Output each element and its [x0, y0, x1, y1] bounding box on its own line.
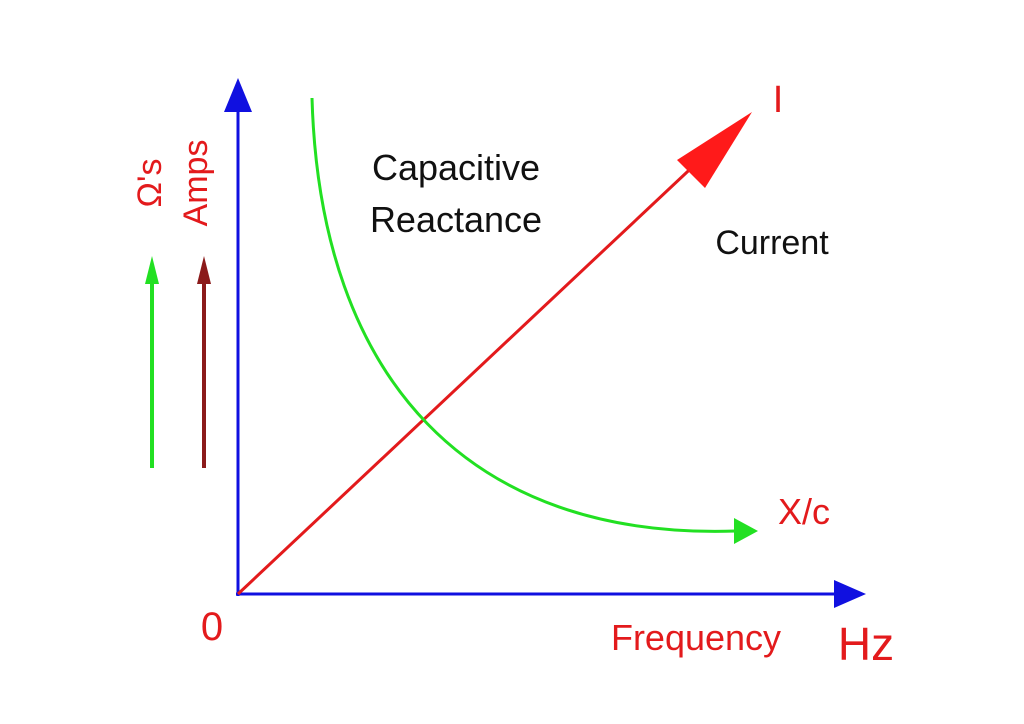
reactance-arrow-icon	[734, 518, 758, 544]
ohms-up-arrow-icon	[145, 256, 159, 284]
capacitive-label-line1: Capacitive	[372, 147, 540, 188]
y-axis-ohms-label: Ω's	[131, 159, 169, 208]
capacitive-label-line2: Reactance	[370, 199, 542, 240]
current-line	[236, 156, 704, 596]
current-arrow-icon	[677, 112, 752, 188]
reactance-curve	[310, 97, 737, 533]
y-axis-amps-label: Amps	[177, 140, 215, 227]
current-text-label: Current	[715, 224, 829, 262]
x-axis-name-label: Frequency	[611, 617, 781, 658]
y-axis-arrow-icon	[224, 78, 252, 112]
origin-label: 0	[201, 605, 223, 649]
x-axis-unit-label: Hz	[838, 618, 894, 670]
x-axis-arrow-icon	[834, 580, 866, 608]
current-symbol-label: I	[773, 79, 784, 121]
reactance-symbol-label: X/c	[778, 491, 830, 532]
amps-up-arrow-icon	[197, 256, 211, 284]
